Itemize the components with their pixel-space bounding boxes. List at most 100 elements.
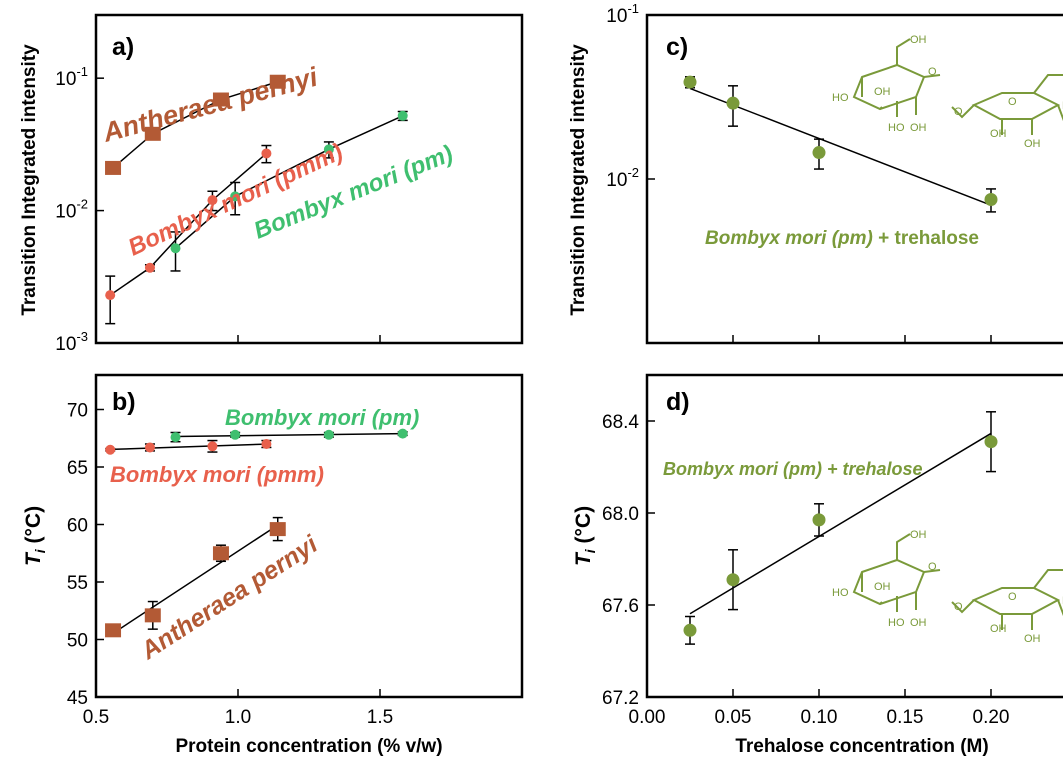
circle-marker (105, 444, 116, 455)
bond (923, 569, 941, 573)
circle-marker (170, 243, 181, 254)
y-tick-label: 45 (67, 688, 88, 709)
fit-line (110, 443, 267, 451)
atom-label: O (954, 106, 963, 118)
circle-marker (261, 148, 272, 159)
x-tick-label: 0.05 (715, 707, 752, 728)
circle-marker (812, 146, 826, 160)
circle-marker (207, 441, 218, 452)
y-tick-label: 65 (67, 458, 88, 479)
circle-marker (683, 75, 697, 89)
atom-label: OH (874, 581, 891, 593)
label-c-rest: + trehalose (873, 228, 979, 249)
y-tick-label: 67.6 (602, 596, 639, 617)
y-tick-label: 50 (67, 631, 88, 652)
atom-label: HO (888, 122, 905, 134)
panel-d-label: d) (666, 388, 690, 416)
label-d-trehalose: Bombyx mori (pm) + trehalose (663, 459, 923, 479)
error-bars (105, 76, 996, 645)
x-tick-label: 1.5 (367, 707, 393, 728)
atom-label: OH (910, 529, 927, 541)
y-tick-label: 55 (67, 573, 88, 594)
circle-marker (144, 442, 155, 453)
bond (951, 599, 975, 614)
panel-b-ylabel: Ti (°C) (22, 506, 48, 566)
x-tick-label: 0.5 (83, 707, 109, 728)
axis-ticks: 10-3 10-2 10-1 45 50 55 60 65 70 0.5 1.0 1.5 10-2 10-… (55, 1, 1009, 728)
circle-marker (105, 290, 116, 301)
panel-c-label: c) (666, 33, 688, 61)
bond (879, 38, 911, 110)
label-c-trehalose: Bombyx mori (pm) + trehalose (705, 228, 979, 249)
y-tick-label: 60 (67, 516, 88, 537)
fit-line (112, 524, 279, 634)
fit-line (689, 87, 992, 206)
circle-marker (726, 573, 740, 587)
square-marker (212, 546, 229, 561)
y-tick-label: 10-1 (606, 1, 639, 27)
panel-a-frame (94, 13, 524, 345)
bond (1001, 104, 1063, 135)
panel-d-xlabel: Trehalose concentration (M) (735, 736, 988, 757)
circle-marker (397, 428, 408, 439)
atom-label: OH (1024, 138, 1041, 150)
atom-label: OH (910, 34, 927, 46)
circle-marker (170, 432, 181, 443)
fit-line (109, 152, 267, 296)
y-tick-label: 68.4 (602, 412, 639, 433)
circle-marker (144, 262, 155, 273)
atom-label: OH (1024, 633, 1041, 645)
atom-label: O (928, 561, 937, 573)
bond (1001, 599, 1063, 630)
x-tick-label: 1.0 (225, 707, 251, 728)
panel-d-ylabel: Ti (°C) (572, 506, 598, 566)
atom-label: O (1008, 96, 1017, 108)
panel-b-label: b) (112, 388, 136, 416)
y-tick-label: 68.0 (602, 504, 639, 525)
y-tick-label: 10-3 (55, 329, 88, 355)
square-marker (105, 623, 122, 638)
square-marker (269, 74, 286, 89)
square-marker (105, 160, 122, 175)
panel-a-ylabel: Transition Integrated intensity (19, 44, 40, 316)
atom-label: OH (990, 623, 1007, 635)
square-marker (212, 92, 229, 107)
circle-marker (323, 144, 334, 155)
bond (861, 572, 917, 612)
atom-label: HO (832, 587, 849, 599)
atom-label: OH (874, 86, 891, 98)
fit-line (689, 432, 992, 615)
x-tick-label: 0.00 (629, 707, 666, 728)
square-marker (144, 126, 161, 141)
circle-marker (323, 429, 334, 440)
circle-marker (984, 435, 998, 449)
y-tick-label: 10-2 (55, 197, 88, 223)
atom-label: O (928, 66, 937, 78)
panel-c-frame (645, 13, 1063, 345)
fit-lines (109, 81, 992, 634)
bond (923, 74, 941, 78)
atom-label: O (1008, 591, 1017, 603)
circle-marker (230, 191, 241, 202)
bond (861, 77, 917, 117)
fit-line (112, 81, 278, 169)
label-b-pm: Bombyx mori (pm) (225, 405, 419, 430)
square-marker (144, 608, 161, 623)
x-tick-label: 0.10 (801, 707, 838, 728)
bond (879, 533, 911, 605)
bond (951, 104, 975, 119)
y-tick-label: 10-2 (606, 165, 639, 191)
atom-label: OH (910, 617, 927, 629)
circle-marker (683, 623, 697, 637)
circle-marker (984, 192, 998, 206)
atom-label: OH (910, 122, 927, 134)
fit-line (175, 432, 403, 438)
circle-marker (261, 439, 272, 449)
label-c-italic: Bombyx mori (pm) (705, 228, 873, 249)
circle-marker (230, 429, 241, 440)
circle-marker (726, 96, 740, 110)
y-tick-label: 67.2 (602, 688, 639, 709)
y-tick-label: 10-1 (55, 64, 88, 90)
data-markers (105, 74, 998, 638)
